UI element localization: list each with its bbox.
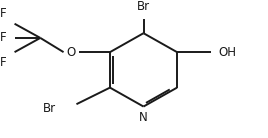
Text: Br: Br (137, 0, 150, 13)
Text: O: O (67, 46, 76, 59)
Text: OH: OH (218, 46, 236, 59)
Text: N: N (139, 111, 148, 124)
Text: F: F (0, 56, 7, 69)
Text: F: F (0, 31, 7, 44)
Text: F: F (0, 7, 7, 20)
Text: Br: Br (43, 102, 56, 115)
